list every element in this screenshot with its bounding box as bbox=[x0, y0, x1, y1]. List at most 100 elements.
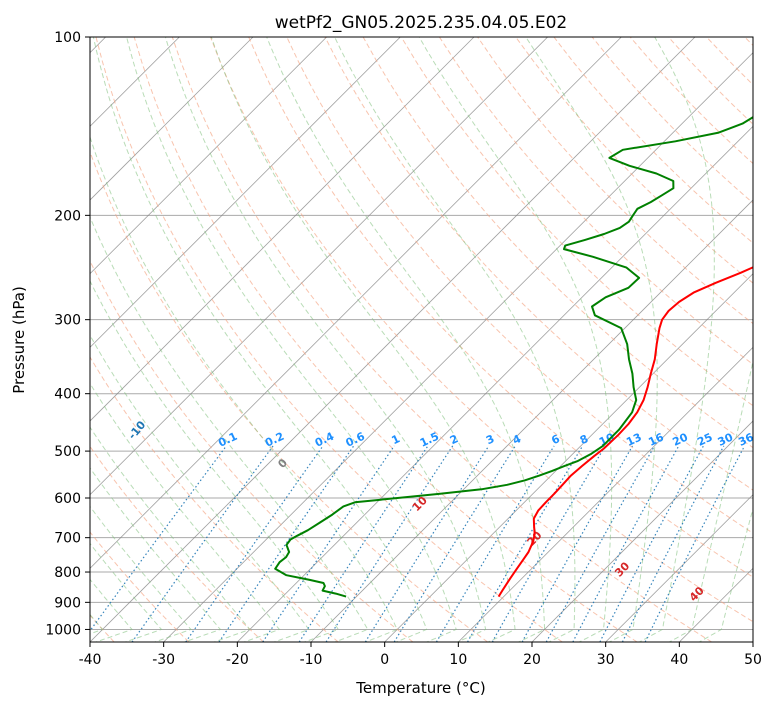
dry-adiabat-line bbox=[248, 37, 753, 578]
isotherm-line bbox=[90, 37, 327, 275]
y-tick-label: 1000 bbox=[45, 622, 81, 638]
mixing-ratio-line bbox=[572, 445, 680, 642]
moist-adiabat-line bbox=[92, 37, 428, 642]
mixing-ratio-line bbox=[644, 445, 746, 642]
isotherm-line bbox=[90, 37, 548, 496]
y-tick-label: 800 bbox=[54, 565, 81, 581]
dry-adiabat-line bbox=[90, 150, 488, 642]
moist-adiabat-line bbox=[698, 506, 753, 642]
y-tick-label: 500 bbox=[54, 444, 81, 460]
mixing-ratio-label: 8 bbox=[578, 432, 590, 447]
plot-area: 0.10.20.40.611.52346810131620253036-100-… bbox=[90, 37, 756, 642]
y-tick-label: 700 bbox=[54, 531, 81, 547]
x-tick-label: -10 bbox=[300, 652, 323, 668]
sounding-series bbox=[274, 115, 753, 598]
chart-title: wetPf2_GN05.2025.235.04.05.E02 bbox=[275, 13, 567, 33]
mixing-ratio-line bbox=[466, 445, 584, 642]
isotherm-line bbox=[90, 37, 254, 201]
x-tick-label: -20 bbox=[226, 652, 249, 668]
temperature-line bbox=[497, 266, 753, 598]
y-tick-label: 100 bbox=[54, 30, 81, 46]
y-tick-label: 400 bbox=[54, 387, 81, 403]
isotherm-line bbox=[752, 641, 753, 642]
axes: -40 -30 -20 -10 0 10 20 30 40 5010020030040050060… bbox=[45, 30, 762, 668]
mixing-ratio-label: 36 bbox=[736, 430, 756, 448]
moist-adiabat-line bbox=[90, 467, 222, 642]
isotherm-line bbox=[90, 37, 696, 642]
mixing-ratio-label: 10 bbox=[597, 430, 617, 448]
dry-adiabat-line bbox=[90, 259, 414, 642]
dry-adiabat-line bbox=[90, 356, 339, 642]
x-tick-label: 30 bbox=[597, 652, 615, 668]
dry-adiabat-line bbox=[515, 37, 753, 284]
mixing-ratio-line bbox=[545, 445, 656, 642]
y-tick-label: 900 bbox=[54, 595, 81, 611]
plot-frame bbox=[89, 36, 754, 643]
x-tick-label: -30 bbox=[152, 652, 175, 668]
moist-adiabat-line bbox=[334, 37, 576, 642]
moist-adiabat-label: 30 bbox=[612, 559, 632, 579]
dry-adiabat-line bbox=[591, 37, 753, 204]
x-tick-label: 50 bbox=[744, 652, 762, 668]
y-tick-label: 200 bbox=[54, 208, 81, 224]
isotherm-line bbox=[90, 37, 622, 569]
y-tick-label: 600 bbox=[54, 491, 81, 507]
mixing-ratio-label: 0.1 bbox=[216, 430, 239, 450]
dry-adiabat-line bbox=[362, 37, 753, 449]
isotherm-line bbox=[384, 273, 753, 642]
isotherm-line bbox=[163, 52, 753, 642]
moist-adiabat-line bbox=[164, 37, 487, 642]
isotherm-grid bbox=[90, 37, 753, 642]
mixing-ratio-lines bbox=[90, 445, 746, 642]
moist-adiabat-line bbox=[525, 37, 658, 642]
mixing-ratio-line bbox=[325, 445, 454, 642]
mixing-ratio-line bbox=[185, 445, 324, 642]
dry-adiabat-line bbox=[706, 37, 753, 86]
dry-adiabat-line bbox=[90, 445, 264, 642]
mixing-ratio-label: 0.4 bbox=[313, 430, 336, 450]
mixing-ratio-line bbox=[521, 445, 634, 642]
isobar-grid bbox=[90, 37, 753, 630]
isotherm-line bbox=[531, 420, 753, 642]
moist-adiabat-line bbox=[90, 382, 281, 642]
mixing-ratio-line bbox=[435, 445, 555, 642]
mixing-ratio-label: 16 bbox=[646, 430, 666, 448]
dry-adiabat-line bbox=[744, 37, 753, 47]
mixing-ratio-line bbox=[218, 445, 355, 642]
dry-adiabat-line bbox=[95, 37, 563, 642]
moist-adiabat-line bbox=[90, 426, 251, 642]
mixing-ratio-label: 25 bbox=[695, 431, 714, 449]
dry-adiabat-line bbox=[438, 37, 753, 366]
isotherm-line bbox=[310, 199, 753, 642]
mixing-ratio-label: 13 bbox=[624, 431, 643, 449]
mixing-ratio-line bbox=[131, 445, 274, 642]
isotherm-line bbox=[237, 125, 753, 642]
dry-adiabat-line bbox=[171, 37, 712, 642]
x-tick-label: 0 bbox=[380, 652, 389, 668]
moist-adiabat-line bbox=[126, 37, 457, 642]
mixing-ratio-line bbox=[364, 445, 490, 642]
isotherm-line bbox=[90, 37, 475, 422]
mixing-ratio-line bbox=[599, 445, 704, 642]
adiabat-labels: 0.10.20.40.611.52346810131620253036-100-… bbox=[126, 418, 756, 604]
mixing-ratio-label: 20 bbox=[671, 430, 691, 448]
moist-adiabat-line bbox=[210, 37, 516, 642]
moist-adiabat-label: 40 bbox=[687, 584, 707, 604]
isotherm-line bbox=[605, 494, 753, 642]
x-tick-label: 20 bbox=[523, 652, 541, 668]
moist-adiabat-line bbox=[418, 37, 613, 642]
dry-adiabat-line bbox=[133, 37, 638, 642]
isotherm-line bbox=[458, 346, 753, 642]
dry-adiabat-line bbox=[90, 531, 190, 642]
moist-adiabat-line bbox=[90, 215, 369, 642]
mixing-ratio-label: 6 bbox=[549, 432, 562, 447]
mixing-ratio-label: 0.2 bbox=[263, 430, 286, 450]
x-tick-label: 10 bbox=[449, 652, 467, 668]
dry-adiabat-label: -10 bbox=[126, 418, 149, 442]
moist-adiabat-line bbox=[668, 358, 753, 642]
mixing-ratio-line bbox=[262, 445, 395, 642]
y-axis-label: Pressure (hPa) bbox=[10, 286, 28, 394]
moist-adiabat-line bbox=[266, 37, 546, 642]
mixing-ratio-label: 0.6 bbox=[344, 430, 367, 450]
mixing-ratio-line bbox=[393, 445, 516, 642]
